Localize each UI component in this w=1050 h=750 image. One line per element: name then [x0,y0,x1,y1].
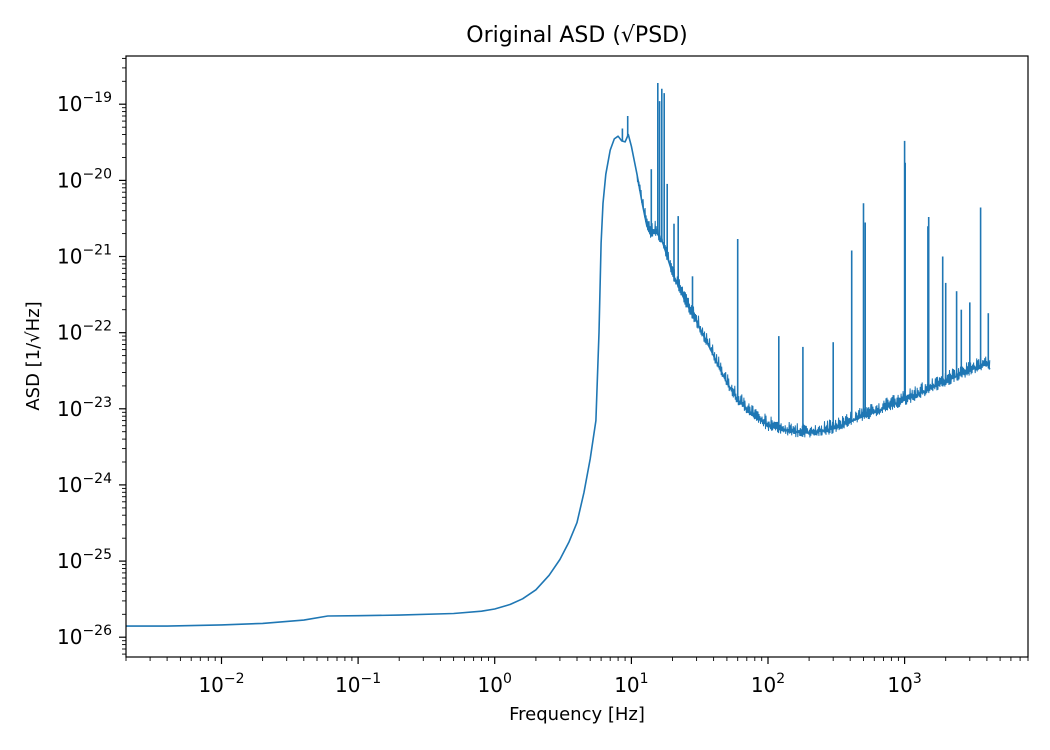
y-tick-label: 10−19 [57,90,112,116]
y-tick-label: 10−24 [57,471,112,497]
x-axis-label: Frequency [Hz] [509,704,645,725]
y-tick-label: 10−25 [57,547,112,573]
y-tick-label: 10−21 [57,243,112,269]
x-tick-label: 103 [887,671,921,697]
y-tick-label: 10−23 [57,395,112,421]
y-tick-label: 10−26 [57,623,112,649]
x-tick-label: 10−2 [198,671,244,697]
y-tick-label: 10−22 [57,319,112,345]
x-tick-label: 102 [751,671,785,697]
asd-series-noise [636,174,991,438]
series-layer [126,133,991,627]
y-tick-label: 10−20 [57,166,112,192]
chart-title: Original ASD (√PSD) [466,23,687,48]
spike-layer [621,83,990,433]
y-axis-ticks: 10−26 10−25 10−24 10−23 10−22 10−21 10−20 10−19 [57,57,126,655]
x-axis-ticks: 10−2 10−1 100 101 102 103 [125,657,1029,697]
y-axis-label: ASD [1/√Hz] [23,301,44,410]
x-tick-label: 10−1 [335,671,381,697]
x-tick-label: 100 [478,671,512,697]
x-tick-label: 101 [614,671,648,697]
